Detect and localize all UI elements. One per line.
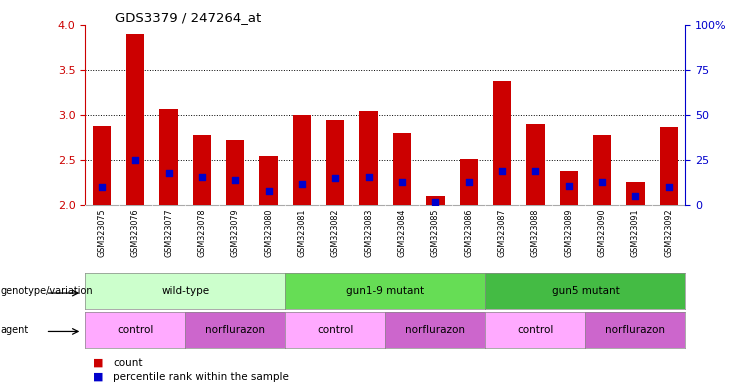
Text: norflurazon: norflurazon <box>405 324 465 335</box>
Bar <box>393 133 411 205</box>
Point <box>329 175 341 182</box>
Bar <box>459 159 478 205</box>
Point <box>396 179 408 185</box>
Text: norflurazon: norflurazon <box>605 324 665 335</box>
Point <box>196 174 207 180</box>
Point <box>362 174 374 180</box>
Bar <box>93 126 111 205</box>
Bar <box>326 120 345 205</box>
Text: control: control <box>117 324 153 335</box>
Bar <box>193 135 211 205</box>
Text: GSM323079: GSM323079 <box>230 209 240 257</box>
Text: gun1-9 mutant: gun1-9 mutant <box>346 286 425 296</box>
Bar <box>126 34 144 205</box>
Text: GSM323085: GSM323085 <box>431 209 440 257</box>
Bar <box>493 81 511 205</box>
Text: count: count <box>113 358 143 368</box>
Point <box>529 168 541 174</box>
Text: gun5 mutant: gun5 mutant <box>551 286 619 296</box>
Text: GSM323083: GSM323083 <box>364 209 373 257</box>
Text: wild-type: wild-type <box>162 286 209 296</box>
Text: GSM323081: GSM323081 <box>297 209 307 257</box>
Bar <box>659 127 678 205</box>
Text: GSM323076: GSM323076 <box>130 209 140 257</box>
Bar <box>526 124 545 205</box>
Text: ■: ■ <box>93 358 103 368</box>
Text: GDS3379 / 247264_at: GDS3379 / 247264_at <box>116 11 262 24</box>
Point <box>462 179 474 185</box>
Bar <box>559 171 578 205</box>
Text: agent: agent <box>1 324 29 335</box>
Text: GSM323075: GSM323075 <box>97 209 107 257</box>
Text: GSM323092: GSM323092 <box>664 209 674 257</box>
Point <box>663 184 675 190</box>
Point <box>296 181 308 187</box>
Text: control: control <box>517 324 554 335</box>
Point <box>563 182 575 189</box>
Text: ■: ■ <box>93 372 103 382</box>
Text: GSM323089: GSM323089 <box>564 209 574 257</box>
Text: GSM323084: GSM323084 <box>397 209 407 257</box>
Bar <box>593 135 611 205</box>
Bar <box>293 115 311 205</box>
Point <box>229 177 241 183</box>
Bar <box>259 156 278 205</box>
Text: percentile rank within the sample: percentile rank within the sample <box>113 372 289 382</box>
Text: GSM323091: GSM323091 <box>631 209 640 257</box>
Text: GSM323082: GSM323082 <box>330 209 340 257</box>
Point <box>162 170 175 176</box>
Text: control: control <box>317 324 353 335</box>
Point <box>130 157 142 164</box>
Text: GSM323078: GSM323078 <box>197 209 207 257</box>
Text: GSM323080: GSM323080 <box>264 209 273 257</box>
Point <box>262 188 274 194</box>
Text: GSM323077: GSM323077 <box>164 209 173 257</box>
Point <box>630 194 642 200</box>
Bar <box>226 139 245 205</box>
Point <box>496 168 508 174</box>
Text: norflurazon: norflurazon <box>205 324 265 335</box>
Point <box>429 199 441 205</box>
Point <box>596 179 608 185</box>
Text: GSM323090: GSM323090 <box>597 209 607 257</box>
Bar <box>426 197 445 205</box>
Text: GSM323088: GSM323088 <box>531 209 540 257</box>
Text: GSM323087: GSM323087 <box>497 209 507 257</box>
Bar <box>359 111 378 205</box>
Text: genotype/variation: genotype/variation <box>1 286 93 296</box>
Text: GSM323086: GSM323086 <box>464 209 473 257</box>
Bar <box>159 109 178 205</box>
Bar <box>626 182 645 205</box>
Point <box>96 184 108 190</box>
